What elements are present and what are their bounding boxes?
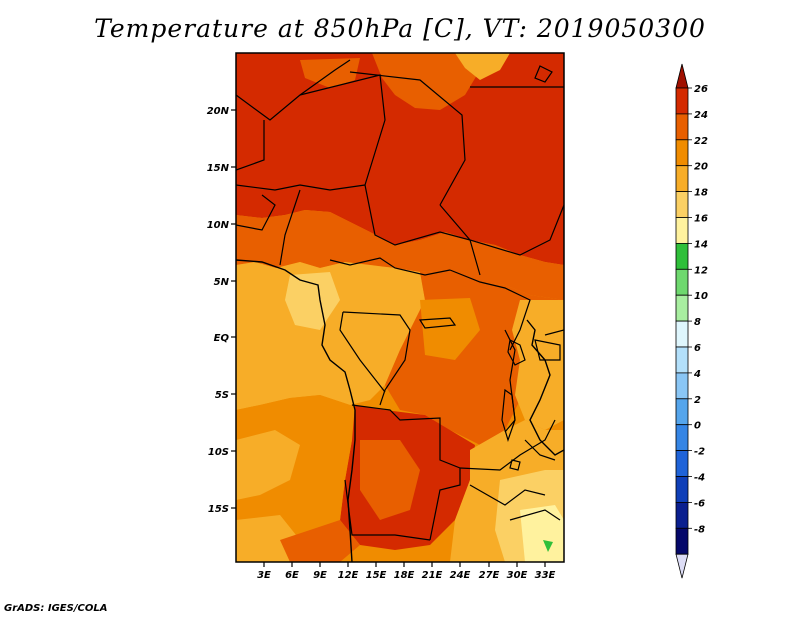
lat-labels: 20N 15N 10N 5N EQ 5S 10S 15S [207, 106, 230, 515]
colorbar-box [675, 372, 689, 400]
colorbar-box [675, 113, 689, 141]
lon-label: 9E [313, 570, 327, 581]
lat-label: 5S [215, 390, 229, 401]
colorbar-label: -4 [694, 473, 705, 484]
colorbar-label: 24 [694, 110, 708, 121]
lat-label: 10S [208, 447, 229, 458]
colorbar-label: 10 [694, 291, 708, 302]
lon-label: 12E [338, 570, 359, 581]
lon-label: 6E [285, 570, 299, 581]
colorbar-label: 4 [693, 369, 701, 380]
colorbar-label: 14 [694, 239, 708, 250]
colorbar-label: -2 [694, 447, 705, 458]
colorbar-box [675, 87, 689, 115]
sahel-band [236, 210, 564, 300]
lat-label: 15S [208, 504, 229, 515]
map-frame [235, 52, 565, 563]
green-spot [543, 540, 553, 552]
colorbar-label: 12 [694, 265, 708, 276]
sw-coast-zone [236, 395, 352, 540]
lon-label: 30E [507, 570, 528, 581]
colorbar-box [675, 424, 689, 452]
lon-label: 24E [450, 570, 471, 581]
lakes [418, 317, 526, 471]
colorbar-label: 18 [694, 188, 708, 199]
colorbar-box [675, 476, 689, 503]
colorbar-label: 26 [694, 84, 708, 95]
lon-label: 15E [366, 570, 387, 581]
chart-title: Temperature at 850hPa [C], VT: 201905030… [94, 14, 706, 43]
colorbar-box [675, 346, 689, 374]
lat-label: 15N [207, 163, 230, 174]
colorbar-label: 2 [694, 395, 701, 406]
coastline [236, 259, 564, 562]
colorbar-box [675, 139, 689, 167]
colorbar-label: -6 [694, 498, 705, 509]
lon-label: 18E [394, 570, 415, 581]
colorbar-label: 16 [694, 214, 708, 225]
colorbar-top-arrow [675, 63, 689, 89]
colorbar-box [675, 450, 689, 477]
island-outline [534, 65, 553, 83]
colorbar-box [675, 165, 689, 192]
gabon-cool-zone [236, 262, 425, 410]
colorbar-label: -8 [694, 524, 705, 535]
lon-label: 21E [422, 570, 443, 581]
lon-label: 3E [257, 570, 271, 581]
colorbar-box [675, 242, 689, 270]
lon-ticks [263, 562, 546, 567]
colorbar-box [675, 268, 689, 296]
colorbar-label: 22 [694, 136, 708, 147]
colorbar-box [675, 501, 689, 529]
lat-label: 10N [207, 220, 230, 231]
lat-ticks [231, 109, 236, 509]
lat-label: EQ [214, 333, 230, 344]
lat-label: 5N [214, 277, 230, 288]
lat-label: 20N [207, 106, 230, 117]
colorbar-box [675, 191, 689, 218]
colorbar-label: 0 [694, 421, 701, 432]
temperature-field [236, 53, 564, 562]
north-cooler-patch [372, 53, 480, 110]
lon-label: 33E [535, 570, 556, 581]
highlands-cool-zone [512, 300, 564, 430]
colorbar-box [675, 527, 689, 555]
colorbar-label: 6 [694, 343, 701, 354]
colorbar-box [675, 320, 689, 348]
credit-text: GrADS: IGES/COLA [4, 603, 108, 614]
colorbar-box [675, 294, 689, 322]
hot-region-north [236, 53, 564, 265]
colorbar-bottom-arrow [675, 553, 689, 579]
lon-labels: 3E 6E 9E 12E 15E 18E 21E 24E 27E 30E 33E [257, 570, 555, 581]
lon-label: 27E [479, 570, 500, 581]
colorbar-box [675, 398, 689, 426]
colorbar-label: 20 [694, 162, 708, 173]
colorbar-box [675, 217, 689, 244]
colorbar-label: 8 [694, 317, 701, 328]
